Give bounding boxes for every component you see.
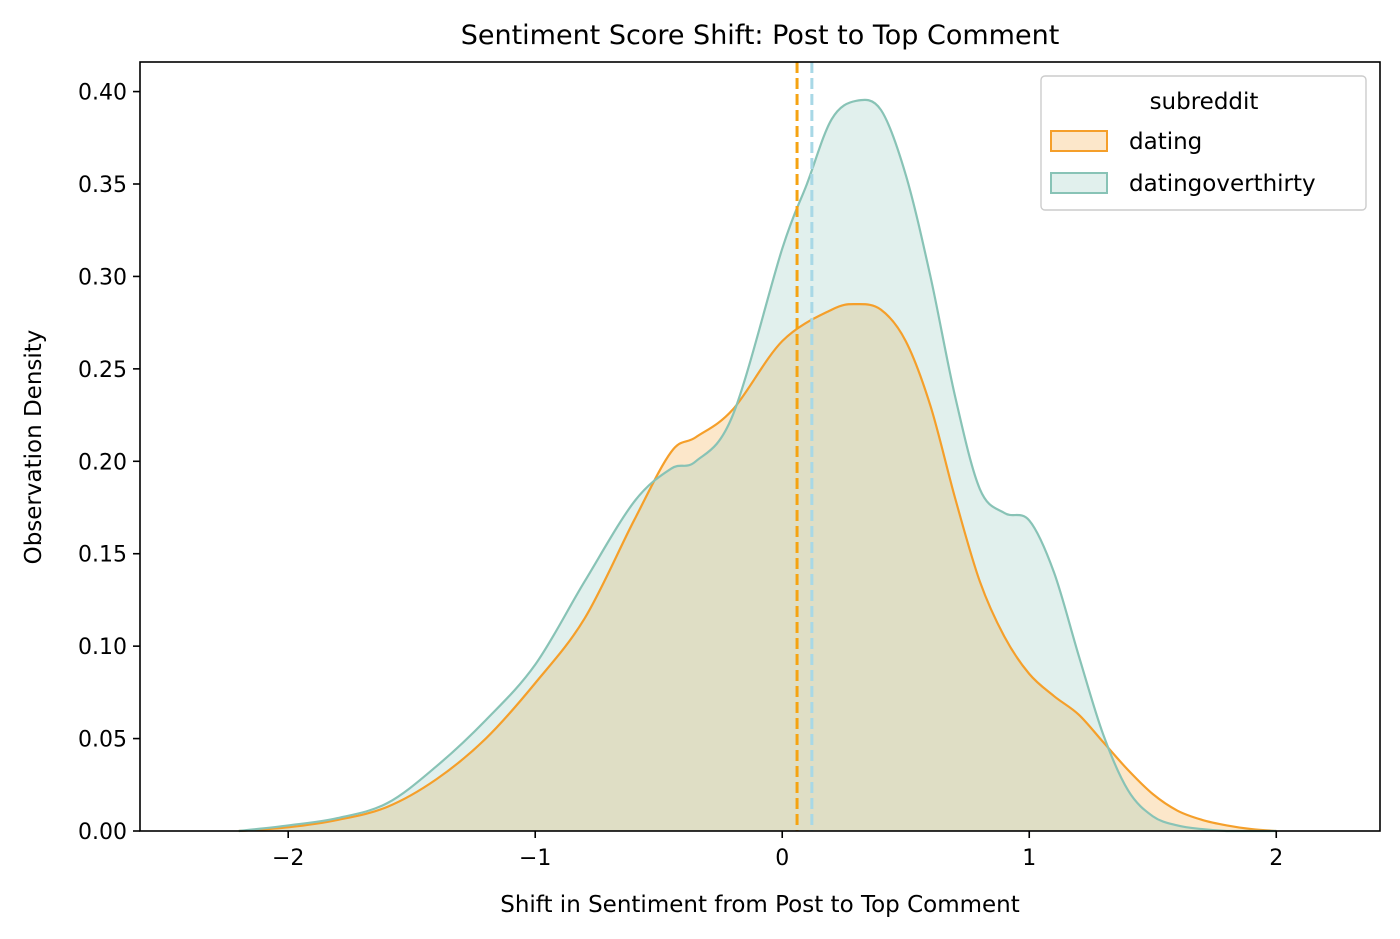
y-tick-label: 0.25 — [78, 358, 127, 383]
legend-box — [1040, 75, 1367, 211]
chart-title: Sentiment Score Shift: Post to Top Comme… — [461, 20, 1060, 51]
x-tick-label: −1 — [519, 846, 551, 871]
y-tick-label: 0.30 — [78, 265, 127, 290]
y-tick-label: 0.40 — [78, 81, 127, 106]
x-tick-label: 2 — [1269, 846, 1283, 871]
density-area-datingoverthirty — [238, 99, 1277, 831]
y-tick-label: 0.05 — [78, 728, 127, 753]
y-tick-label: 0.10 — [78, 635, 127, 660]
legend-label-dating: dating — [1129, 129, 1202, 155]
density-line-dating — [238, 303, 1277, 833]
legend: subreddit dating datingoverthirty — [1040, 75, 1367, 211]
plot-frame — [139, 61, 1381, 832]
legend-label-datingoverthirty: datingoverthirty — [1129, 171, 1316, 197]
axes: −2 −1 0 1 2 0.00 0.05 0.10 0.15 0.20 0.25 0.30 0.35 0… — [78, 61, 1381, 871]
y-tick-label: 0.35 — [78, 173, 127, 198]
plot-area — [238, 62, 1277, 833]
y-tick-label: 0.20 — [78, 450, 127, 475]
x-tick-label: 0 — [775, 846, 789, 871]
y-axis-label: Observation Density — [21, 330, 47, 565]
legend-swatch-dating — [1050, 130, 1108, 152]
density-area-dating — [238, 304, 1277, 831]
y-tick-label: 0.00 — [78, 820, 127, 845]
legend-swatch-datingoverthirty — [1050, 172, 1108, 194]
legend-title: subreddit — [1150, 89, 1259, 115]
x-axis-label: Shift in Sentiment from Post to Top Comm… — [500, 892, 1020, 918]
y-tick-label: 0.15 — [78, 543, 127, 568]
x-tick-label: 1 — [1022, 846, 1036, 871]
density-line-datingoverthirty — [238, 98, 1277, 833]
x-tick-label: −2 — [272, 846, 304, 871]
